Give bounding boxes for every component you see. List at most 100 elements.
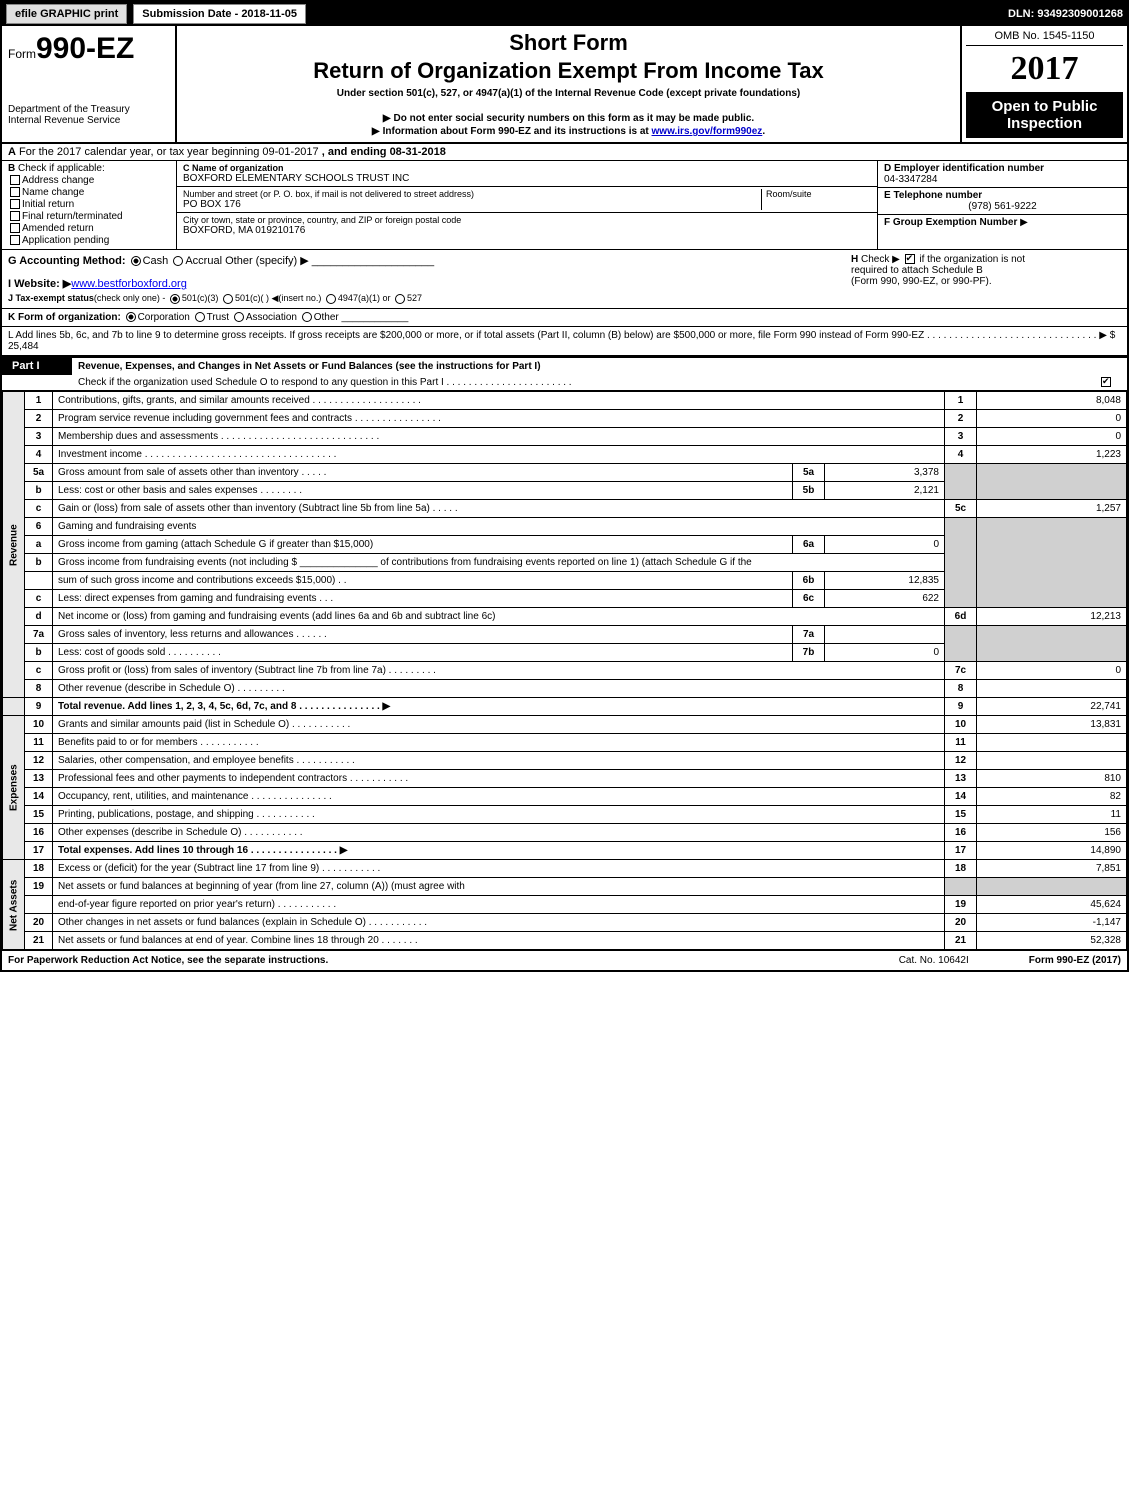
header-middle: Short Form Return of Organization Exempt… (177, 26, 962, 142)
ln5b-desc: Less: cost or other basis and sales expe… (53, 482, 793, 500)
ln19-desc2: end-of-year figure reported on prior yea… (53, 896, 945, 914)
ln2-desc: Program service revenue including govern… (53, 410, 945, 428)
ln16-num: 16 (25, 824, 53, 842)
k-corp: Corporation (138, 312, 190, 323)
checkbox-address-change[interactable] (10, 175, 20, 185)
ln21-num: 21 (25, 932, 53, 950)
ln7a-num: 7a (25, 626, 53, 644)
check-pending: Application pending (22, 235, 109, 246)
label-b: B (8, 163, 15, 174)
radio-527[interactable] (395, 294, 405, 304)
form-number: Form990-EZ (8, 32, 169, 66)
ln8-desc: Other revenue (describe in Schedule O) .… (53, 680, 945, 698)
footer-catno: Cat. No. 10642I (899, 955, 969, 966)
check-name: Name change (22, 187, 84, 198)
j-label: J Tax-exempt status (8, 293, 94, 303)
radio-4947[interactable] (326, 294, 336, 304)
f-arrow: ▶ (1020, 217, 1028, 228)
ln7a-sv (825, 626, 945, 644)
ln8-num: 8 (25, 680, 53, 698)
ln6c-sv: 622 (825, 590, 945, 608)
info-note-b: . (762, 126, 765, 137)
radio-501c3[interactable] (170, 294, 180, 304)
ln13-num: 13 (25, 770, 53, 788)
j-sub: (check only one) - (94, 293, 166, 303)
ln21-val: 52,328 (977, 932, 1127, 950)
ln8-val (977, 680, 1127, 698)
ln12-rnum: 12 (945, 752, 977, 770)
j-501c: 501(c)( ) ◀(insert no.) (235, 293, 321, 303)
radio-assoc[interactable] (234, 312, 244, 322)
ln7-shade (945, 626, 977, 662)
meta-grid: B Check if applicable: Address change Na… (2, 161, 1127, 250)
ln7b-sn: 7b (793, 644, 825, 662)
ssn-note-text: Do not enter social security numbers on … (394, 113, 755, 124)
radio-accrual[interactable] (173, 256, 183, 266)
k-trust: Trust (207, 312, 229, 323)
ln20-num: 20 (25, 914, 53, 932)
ln15-desc: Printing, publications, postage, and shi… (53, 806, 945, 824)
ln19-num: 19 (25, 878, 53, 896)
ln6b-desc2: sum of such gross income and contributio… (53, 572, 793, 590)
dln: DLN: 93492309001268 (1008, 8, 1123, 20)
ln20-desc: Other changes in net assets or fund bala… (53, 914, 945, 932)
ln8-rnum: 8 (945, 680, 977, 698)
ln6b-num: b (25, 554, 53, 572)
checkbox-sched-b[interactable] (905, 254, 915, 264)
ln5c-num: c (25, 500, 53, 518)
phone-value: (978) 561-9222 (884, 201, 1121, 212)
accrual-label: Accrual (185, 255, 222, 267)
footer-left: For Paperwork Reduction Act Notice, see … (8, 955, 328, 966)
ln7c-desc: Gross profit or (loss) from sales of inv… (53, 662, 945, 680)
checkbox-name-change[interactable] (10, 187, 20, 197)
ln5b-num: b (25, 482, 53, 500)
ln5c-val: 1,257 (977, 500, 1127, 518)
radio-other[interactable] (302, 312, 312, 322)
cash-label: Cash (143, 255, 169, 267)
accounting-method: G Accounting Method: Cash Accrual Other … (8, 254, 851, 304)
ln6b-sn: 6b (793, 572, 825, 590)
ln6a-desc: Gross income from gaming (attach Schedul… (53, 536, 793, 554)
ln10-num: 10 (25, 716, 53, 734)
ln15-rnum: 15 (945, 806, 977, 824)
ln17-rnum: 17 (945, 842, 977, 860)
ln18-num: 18 (25, 860, 53, 878)
h-text1: Check ▶ (861, 254, 900, 265)
radio-cash[interactable] (131, 256, 141, 266)
ln5a-sn: 5a (793, 464, 825, 482)
ln10-desc: Grants and similar amounts paid (list in… (53, 716, 945, 734)
check-addr: Address change (22, 175, 94, 186)
checkbox-initial-return[interactable] (10, 199, 20, 209)
irs-link[interactable]: www.irs.gov/form990ez (652, 126, 763, 137)
info-note-a: Information about Form 990-EZ and its in… (383, 126, 652, 137)
efile-print-button[interactable]: efile GRAPHIC print (6, 4, 127, 24)
checkbox-schedule-o[interactable] (1101, 377, 1111, 387)
short-form-title: Short Form (185, 30, 952, 56)
ln1-desc: Contributions, gifts, grants, and simila… (53, 392, 945, 410)
ln6b-sv: 12,835 (825, 572, 945, 590)
ln5a-desc: Gross amount from sale of assets other t… (53, 464, 793, 482)
other-label: Other (specify) ▶ (225, 255, 309, 267)
header-right: OMB No. 1545-1150 2017 Open to Public In… (962, 26, 1127, 142)
form-page: efile GRAPHIC print Submission Date - 20… (0, 0, 1129, 972)
ln20-rnum: 20 (945, 914, 977, 932)
ln5c-rnum: 5c (945, 500, 977, 518)
checkbox-amended[interactable] (10, 223, 20, 233)
ln19-shade2 (977, 878, 1127, 896)
c-label: C Name of organization (183, 163, 284, 173)
checkbox-app-pending[interactable] (10, 235, 20, 245)
radio-trust[interactable] (195, 312, 205, 322)
h-label: H (851, 254, 858, 265)
website-link[interactable]: www.bestforboxford.org (71, 278, 187, 290)
j-501c3: 501(c)(3) (182, 293, 219, 303)
ln18-desc: Excess or (deficit) for the year (Subtra… (53, 860, 945, 878)
radio-501c[interactable] (223, 294, 233, 304)
checkbox-final-return[interactable] (10, 211, 20, 221)
side-expenses: Expenses (3, 716, 25, 860)
ln16-val: 156 (977, 824, 1127, 842)
radio-corp[interactable] (126, 312, 136, 322)
d-label: D Employer identification number (884, 163, 1044, 174)
ln3-num: 3 (25, 428, 53, 446)
ein-value: 04-3347284 (884, 174, 1121, 185)
ln9-num: 9 (25, 698, 53, 716)
